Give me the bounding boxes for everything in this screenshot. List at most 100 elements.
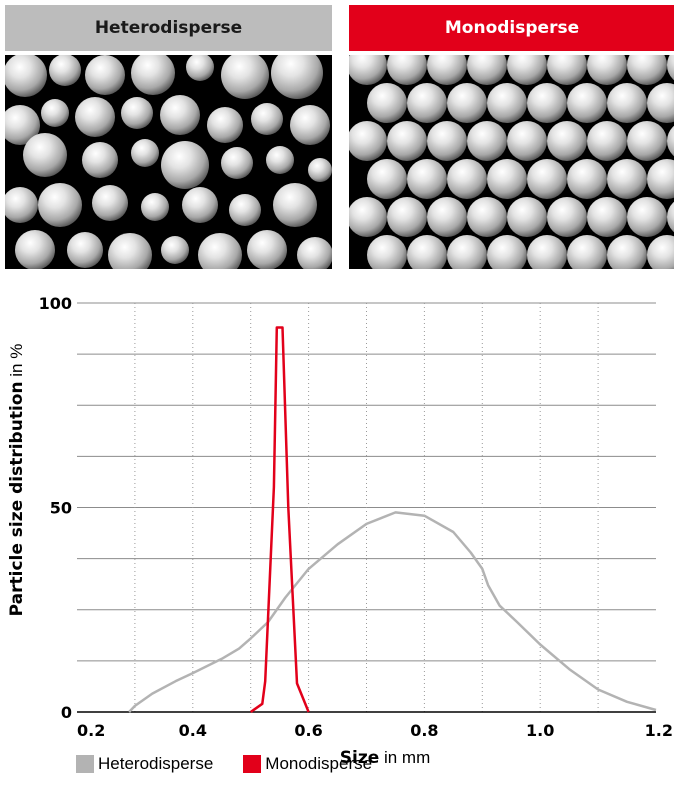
legend: Heterodisperse Monodisperse xyxy=(76,754,372,774)
sphere xyxy=(186,55,214,81)
sphere xyxy=(229,194,261,226)
sphere xyxy=(507,197,547,237)
x-axis-label: Size in mm xyxy=(339,748,431,768)
sphere xyxy=(427,197,467,237)
sphere xyxy=(487,159,527,199)
sphere xyxy=(387,55,427,85)
distribution-chart: 0.2 0.4 0.6 0.8 1.0 1.2 0 50 100 xyxy=(39,294,673,740)
sphere xyxy=(271,55,323,99)
sphere xyxy=(367,235,407,269)
sphere xyxy=(349,197,387,237)
y-axis-label: Particle size distribution in % xyxy=(7,343,27,617)
x-tick-label: 1.0 xyxy=(526,721,554,740)
sphere xyxy=(627,121,667,161)
legend-label-heterodisperse: Heterodisperse xyxy=(98,754,214,773)
monodisperse-header: Monodisperse xyxy=(349,5,674,51)
sphere xyxy=(427,121,467,161)
sphere xyxy=(85,55,125,95)
sphere xyxy=(161,236,189,264)
heterodisperse-spheres-image xyxy=(5,55,332,269)
sphere xyxy=(367,159,407,199)
sphere xyxy=(221,55,269,99)
sphere xyxy=(367,83,407,123)
series-line-heterodisperse xyxy=(128,511,657,713)
sphere xyxy=(587,121,627,161)
y-tick-label: 0 xyxy=(61,703,72,722)
y-tick-label: 100 xyxy=(39,294,72,313)
sphere xyxy=(198,233,242,269)
sphere xyxy=(647,235,674,269)
sphere xyxy=(247,230,287,269)
sphere xyxy=(467,55,507,85)
sphere xyxy=(407,159,447,199)
sphere xyxy=(507,55,547,85)
sphere xyxy=(407,83,447,123)
sphere xyxy=(467,121,507,161)
heterodisperse-header: Heterodisperse xyxy=(5,5,332,51)
chart-ticks: 0.2 0.4 0.6 0.8 1.0 1.2 0 50 100 xyxy=(39,294,673,740)
sphere xyxy=(75,97,115,137)
chart-series xyxy=(128,326,657,714)
x-tick-label: 1.2 xyxy=(645,721,673,740)
sphere xyxy=(23,133,67,177)
sphere xyxy=(487,235,527,269)
sphere xyxy=(587,55,627,85)
sphere xyxy=(667,125,674,157)
sphere xyxy=(447,235,487,269)
heterodisperse-title: Heterodisperse xyxy=(94,18,243,38)
legend-item-heterodisperse: Heterodisperse xyxy=(76,754,213,774)
x-tick-label: 0.6 xyxy=(294,721,322,740)
sphere xyxy=(5,105,40,145)
sphere xyxy=(15,230,55,269)
sphere xyxy=(349,55,387,85)
sphere xyxy=(527,235,567,269)
sphere xyxy=(349,121,387,161)
sphere xyxy=(38,183,82,227)
sphere xyxy=(5,187,38,223)
sphere xyxy=(407,235,447,269)
sphere xyxy=(487,83,527,123)
sphere xyxy=(141,193,169,221)
sphere xyxy=(266,146,294,174)
sphere xyxy=(160,95,200,135)
sphere xyxy=(567,83,607,123)
sphere xyxy=(467,197,507,237)
sphere xyxy=(387,121,427,161)
sphere xyxy=(67,232,103,268)
sphere xyxy=(251,103,283,135)
sphere xyxy=(587,197,627,237)
sphere xyxy=(308,158,332,182)
sphere xyxy=(647,159,674,199)
sphere xyxy=(297,237,332,269)
heterodisperse-spheres-svg xyxy=(5,55,332,269)
sphere xyxy=(131,55,175,95)
sphere xyxy=(82,142,118,178)
sphere xyxy=(627,197,667,237)
sphere xyxy=(92,185,128,221)
sphere xyxy=(41,99,69,127)
sphere xyxy=(49,55,81,86)
monodisperse-title: Monodisperse xyxy=(444,18,580,38)
legend-swatch-monodisperse xyxy=(243,755,262,773)
sphere xyxy=(667,201,674,233)
sphere xyxy=(161,141,209,189)
legend-label-monodisperse: Monodisperse xyxy=(265,754,373,773)
sphere xyxy=(627,55,667,85)
sphere xyxy=(273,183,317,227)
series-line-monodisperse xyxy=(249,326,310,714)
sphere xyxy=(607,235,647,269)
sphere xyxy=(527,159,567,199)
sphere xyxy=(5,55,47,97)
x-tick-label: 0.4 xyxy=(179,721,207,740)
monodisperse-spheres-svg xyxy=(349,55,674,269)
sphere xyxy=(547,197,587,237)
legend-item-monodisperse: Monodisperse xyxy=(243,754,372,774)
sphere xyxy=(182,187,218,223)
sphere xyxy=(567,235,607,269)
sphere xyxy=(667,55,674,81)
sphere xyxy=(567,159,607,199)
sphere xyxy=(647,83,674,123)
sphere xyxy=(447,159,487,199)
sphere xyxy=(447,83,487,123)
sphere xyxy=(207,107,243,143)
